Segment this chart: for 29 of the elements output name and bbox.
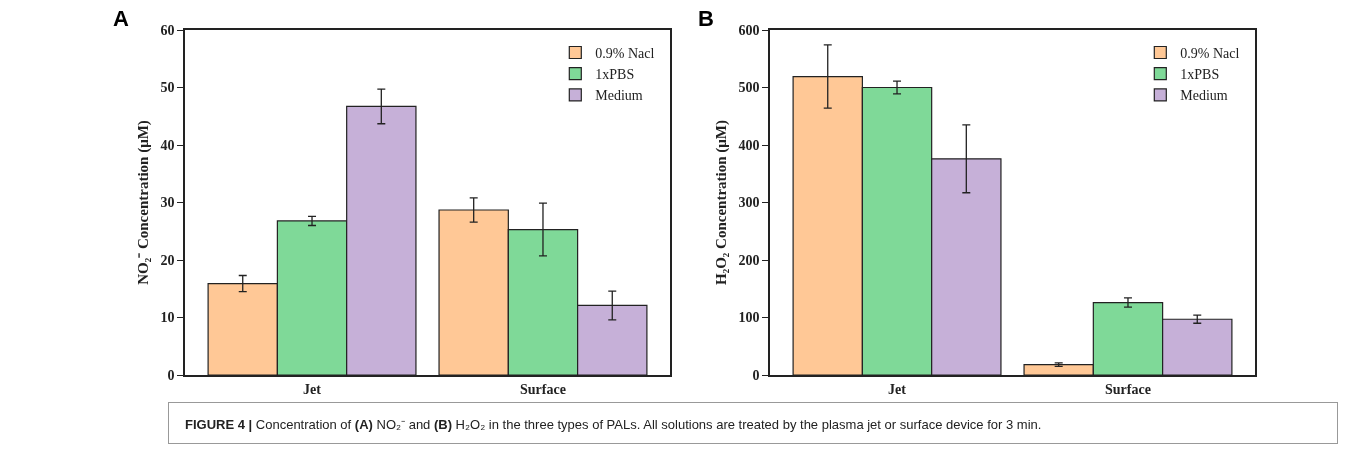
y-axis-title: H₂O₂ Concentration (μM) bbox=[713, 120, 731, 285]
y-axis-title: NO₂⁻ Concentration (μM) bbox=[135, 120, 153, 285]
y-tick-label: 500 bbox=[738, 80, 760, 96]
y-tick-label: 30 bbox=[160, 195, 175, 211]
y-tick-label: 10 bbox=[160, 310, 175, 326]
x-tick-label: Surface bbox=[1105, 381, 1151, 397]
legend-label: Medium bbox=[1180, 88, 1228, 104]
y-tick-label: 40 bbox=[160, 137, 175, 153]
y-tick-label: 20 bbox=[160, 252, 175, 268]
y-tick-label: 400 bbox=[738, 137, 760, 153]
y-tick-label: 60 bbox=[160, 22, 175, 38]
chart-title: B bbox=[697, 5, 714, 31]
y-tick-label: 0 bbox=[167, 367, 175, 383]
y-tick-label: 600 bbox=[738, 22, 760, 38]
x-tick-label: Jet bbox=[303, 381, 322, 397]
x-tick-label: Jet bbox=[888, 381, 907, 397]
caption: FIGURE 4 | Concentration of (A) NO₂⁻ and (B) H₂O₂ in the three types of PALs. All solutions are treated by the plasma jet or surface device for 3 min. bbox=[168, 402, 1338, 444]
legend-label: 0.9% Nacl bbox=[1180, 45, 1240, 61]
chart-title: A bbox=[112, 5, 129, 31]
y-tick-label: 50 bbox=[160, 80, 175, 96]
legend-label: Medium bbox=[595, 88, 643, 104]
y-tick-label: 300 bbox=[738, 195, 760, 211]
legend-label: 1xPBS bbox=[1180, 67, 1220, 83]
y-tick-label: 200 bbox=[738, 252, 760, 268]
y-tick-label: 0 bbox=[752, 367, 760, 383]
legend-label: 1xPBS bbox=[595, 67, 635, 83]
y-tick-label: 100 bbox=[738, 310, 760, 326]
x-tick-label: Surface bbox=[520, 381, 566, 397]
legend-label: 0.9% Nacl bbox=[595, 45, 655, 61]
